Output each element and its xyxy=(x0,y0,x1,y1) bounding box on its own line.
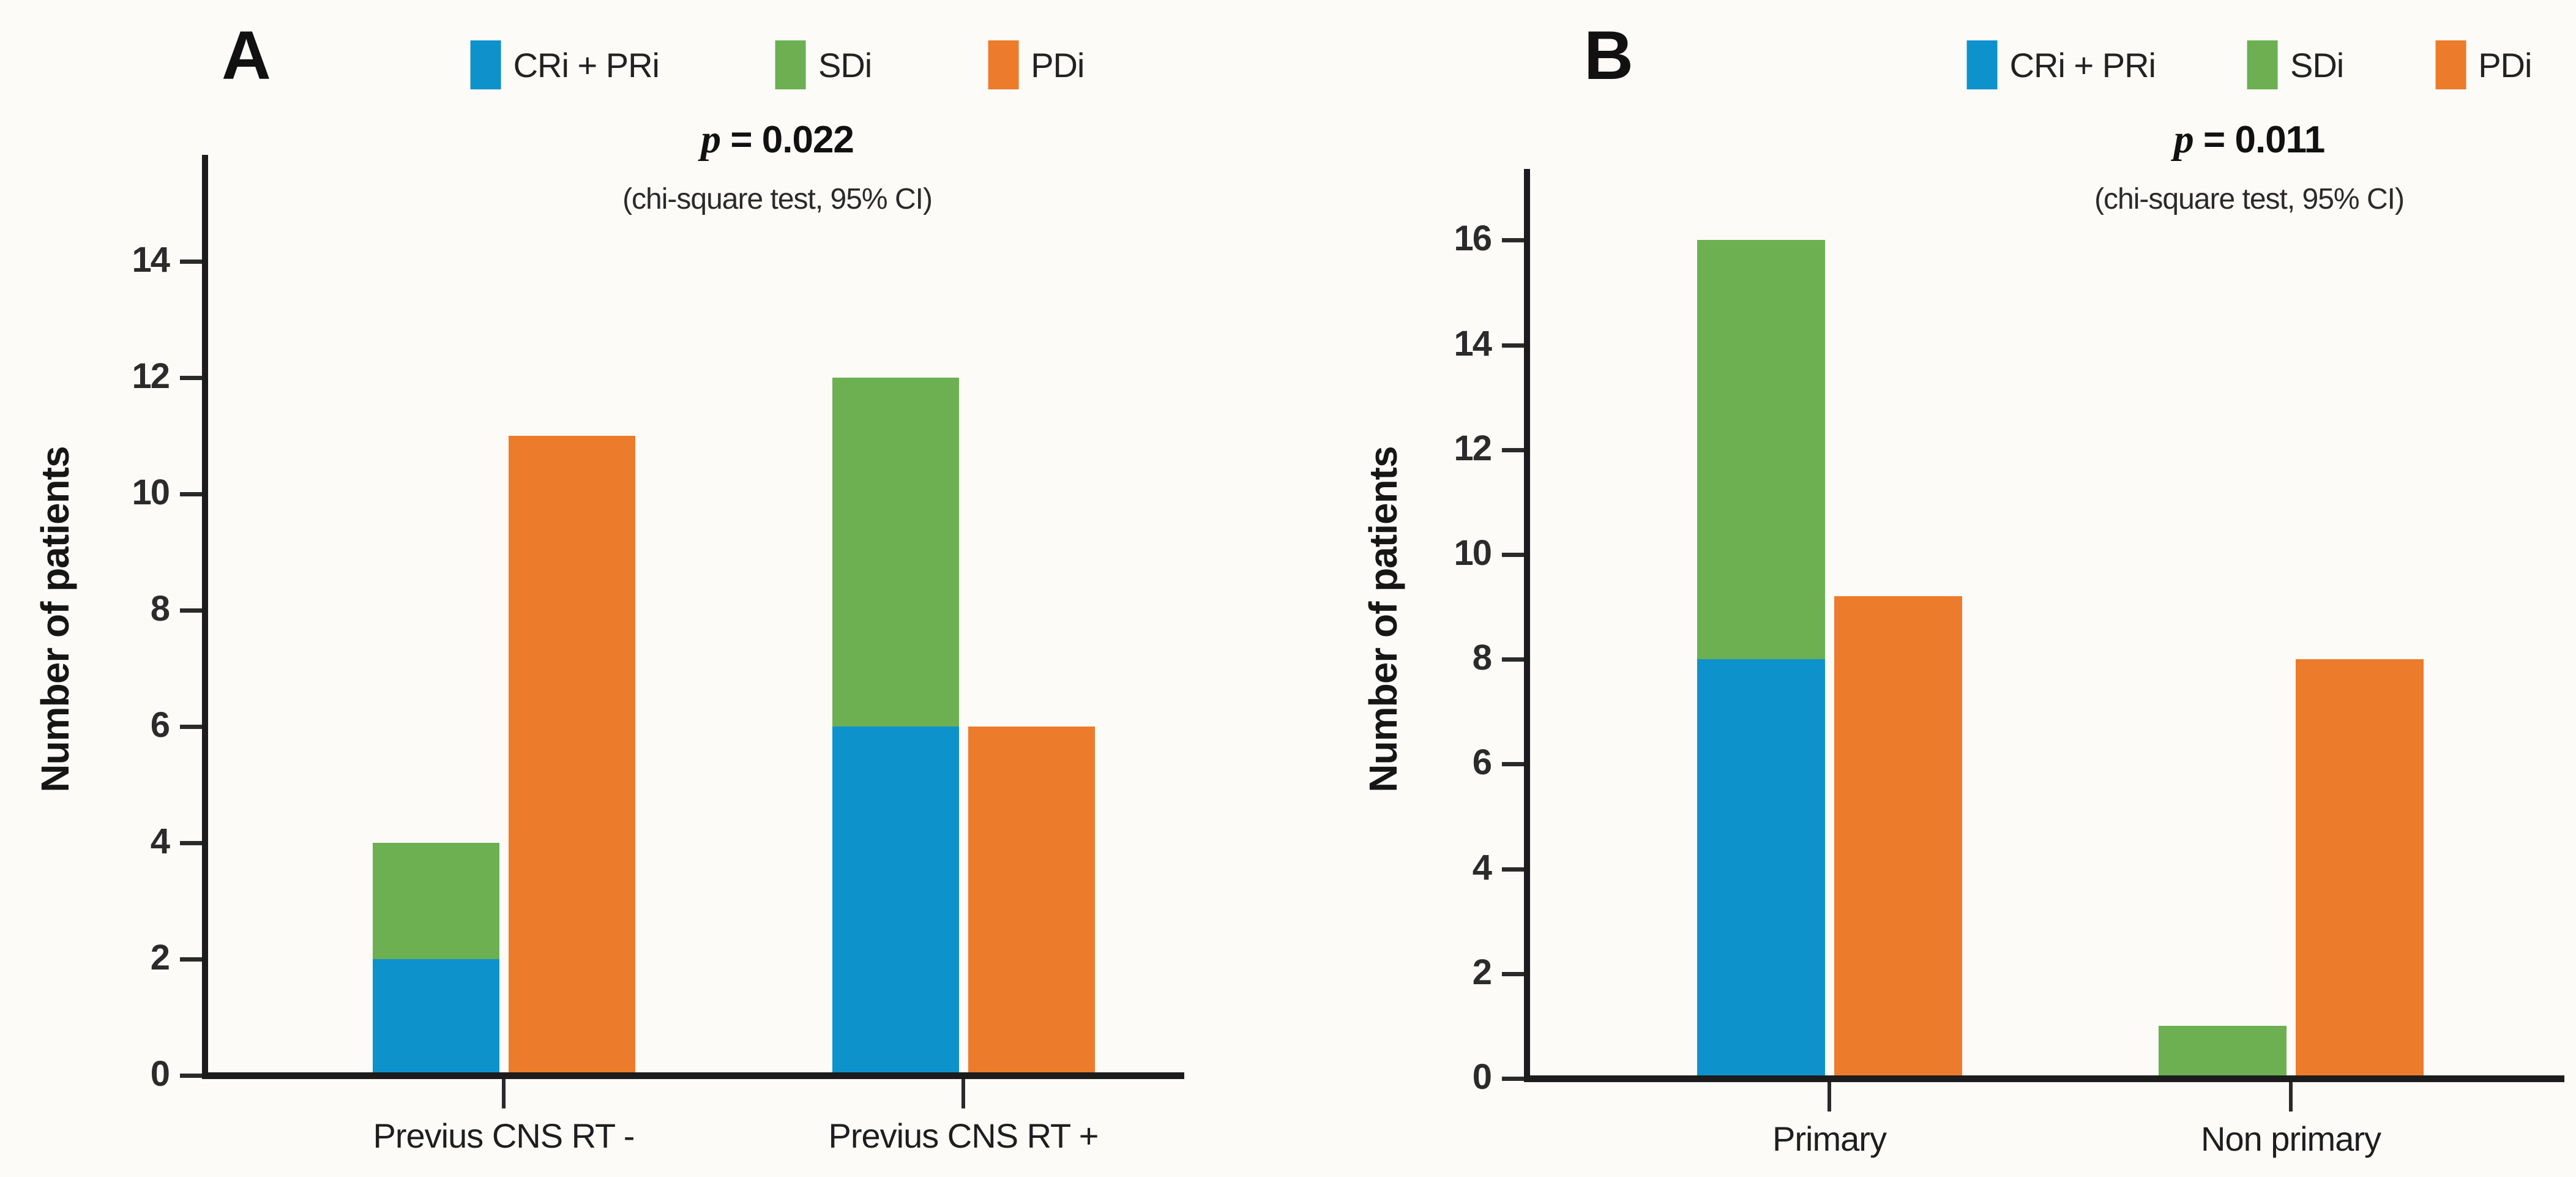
bar-pdi xyxy=(1834,596,1962,1082)
y-tick-label: 16 xyxy=(1454,219,1492,259)
legend-item-pdi: PDi xyxy=(2435,40,2532,89)
legend-label: SDi xyxy=(2290,45,2344,84)
x-axis-line xyxy=(1524,1075,2564,1082)
y-tick-mark xyxy=(1502,238,1524,243)
legend-swatch-blue-icon xyxy=(1966,40,1998,89)
x-axis-line xyxy=(202,1072,1184,1079)
y-tick-mark xyxy=(180,260,202,264)
legend-label: PDi xyxy=(1031,45,1085,84)
legend-label: CRi + PRi xyxy=(2009,45,2156,84)
y-tick-label: 8 xyxy=(1472,638,1492,678)
y-tick-mark xyxy=(180,376,202,380)
y-tick-mark xyxy=(1502,762,1524,767)
y-tick-label: 12 xyxy=(132,356,170,396)
x-category-label: Previus CNS RT - xyxy=(373,1116,635,1155)
y-tick-label: 12 xyxy=(1454,428,1492,468)
p-value-B: p = 0.011 xyxy=(2173,116,2325,163)
x-category-label: Primary xyxy=(1772,1119,1887,1158)
legend-A: CRi + PRi SDi PDi xyxy=(470,40,1085,89)
y-tick-label: 4 xyxy=(1472,847,1492,887)
y-tick-label: 2 xyxy=(1472,952,1492,992)
bar-cri-pri xyxy=(1697,659,1825,1082)
y-tick-mark xyxy=(1502,447,1524,452)
legend-label: SDi xyxy=(818,45,872,84)
y-tick-label: 6 xyxy=(150,705,170,745)
legend-item-sdi: SDi xyxy=(2247,40,2344,89)
bar-sdi xyxy=(1697,240,1825,660)
y-tick-mark xyxy=(180,608,202,613)
bar-cri-pri xyxy=(832,727,959,1079)
panel-letter-A: A xyxy=(222,17,271,94)
y-tick-mark xyxy=(1502,867,1524,872)
bar-pdi xyxy=(968,727,1095,1079)
p-value-A: p = 0.022 xyxy=(701,116,854,163)
stat-note-B: (chi-square test, 95% CI) xyxy=(2094,183,2405,215)
y-tick-mark xyxy=(180,1074,202,1078)
y-tick-mark xyxy=(1502,657,1524,662)
p-symbol: p xyxy=(701,117,721,162)
bar-pdi xyxy=(508,436,635,1079)
y-tick-mark xyxy=(180,492,202,496)
legend-swatch-orange-icon xyxy=(988,40,1019,89)
y-axis-line xyxy=(202,155,208,1079)
y-tick-mark xyxy=(180,841,202,845)
x-tick-mark xyxy=(502,1079,506,1108)
p-value-text: = 0.022 xyxy=(720,119,854,161)
legend-item-cri-pri: CRi + PRi xyxy=(470,40,660,89)
bar-sdi xyxy=(372,843,499,959)
y-tick-label: 8 xyxy=(150,589,170,629)
y-tick-mark xyxy=(180,725,202,729)
y-tick-mark xyxy=(1502,553,1524,557)
y-tick-mark xyxy=(1502,343,1524,348)
legend-swatch-orange-icon xyxy=(2435,40,2466,89)
y-tick-label: 0 xyxy=(1472,1057,1492,1097)
y-tick-label: 14 xyxy=(132,240,170,280)
p-value-text: = 0.011 xyxy=(2193,119,2325,161)
y-tick-label: 2 xyxy=(150,938,170,977)
panel-letter-B: B xyxy=(1584,17,1633,94)
y-axis-title-B: Number of patients xyxy=(1361,446,1405,793)
legend-swatch-green-icon xyxy=(775,40,806,89)
legend-item-cri-pri: CRi + PRi xyxy=(1966,40,2156,89)
y-tick-mark xyxy=(1502,1077,1524,1081)
legend-item-pdi: PDi xyxy=(988,40,1085,89)
y-tick-mark xyxy=(180,957,202,962)
legend-B: CRi + PRi SDi PDi xyxy=(1966,40,2532,89)
y-axis-line xyxy=(1524,169,1530,1082)
y-tick-label: 6 xyxy=(1472,742,1492,783)
p-symbol: p xyxy=(2173,117,2194,162)
y-tick-label: 0 xyxy=(150,1054,170,1094)
y-tick-label: 4 xyxy=(150,821,170,861)
x-tick-mark xyxy=(961,1079,965,1108)
legend-swatch-blue-icon xyxy=(470,40,501,89)
bar-sdi xyxy=(2158,1026,2287,1082)
x-tick-mark xyxy=(1827,1082,1831,1112)
stat-note-A: (chi-square test, 95% CI) xyxy=(622,183,933,215)
bar-sdi xyxy=(832,378,959,727)
y-tick-label: 10 xyxy=(132,473,170,512)
x-tick-mark xyxy=(2289,1082,2293,1112)
legend-item-sdi: SDi xyxy=(775,40,872,89)
legend-label: PDi xyxy=(2478,45,2532,84)
y-tick-label: 10 xyxy=(1454,533,1492,573)
legend-label: CRi + PRi xyxy=(513,45,660,84)
legend-swatch-green-icon xyxy=(2247,40,2278,89)
y-tick-mark xyxy=(1502,971,1524,976)
bar-pdi xyxy=(2295,659,2424,1082)
x-category-label: Previus CNS RT + xyxy=(828,1116,1099,1155)
y-tick-label: 14 xyxy=(1454,323,1492,364)
x-category-label: Non primary xyxy=(2201,1119,2381,1158)
bar-cri-pri xyxy=(372,959,499,1079)
